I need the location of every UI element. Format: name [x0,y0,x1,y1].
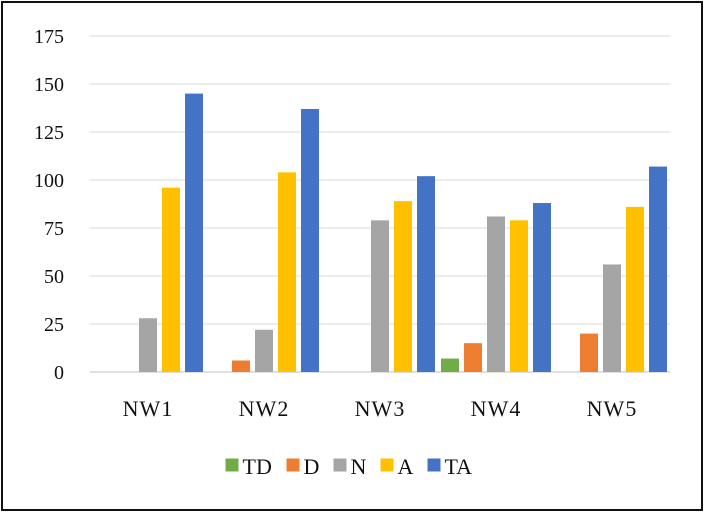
bar-ta-nw1 [185,93,203,372]
legend-swatch-td [225,458,239,472]
legend-label-d: D [304,454,320,479]
x-category-label: NW4 [471,396,522,421]
bar-n-nw1 [139,318,157,372]
bar-d-nw5 [580,333,598,372]
y-tick-label: 25 [44,314,64,336]
y-tick-label: 0 [54,362,64,384]
legend-label-td: TD [243,454,272,479]
legend-label-a: A [398,454,414,479]
x-category-label: NW5 [587,396,638,421]
x-category-label: NW1 [123,396,174,421]
bar-ta-nw5 [649,166,667,372]
y-tick-label: 75 [44,218,64,240]
legend-label-n: N [351,454,367,479]
y-tick-label: 125 [34,122,64,144]
bar-d-nw2 [232,360,250,372]
x-category-label: NW3 [355,396,406,421]
bar-n-nw4 [487,216,505,372]
bar-a-nw3 [394,201,412,372]
y-tick-label: 50 [44,266,64,288]
bar-ta-nw4 [533,203,551,372]
bar-n-nw2 [255,329,273,372]
bar-ta-nw2 [301,108,319,373]
bar-td-nw4 [441,358,459,372]
legend-swatch-ta [427,458,441,472]
bar-a-nw1 [162,187,180,372]
bar-ta-nw3 [417,176,435,372]
legend-swatch-a [380,458,394,472]
bar-a-nw2 [278,172,296,372]
bar-n-nw5 [603,264,621,372]
legend-swatch-n [333,458,347,472]
x-category-label: NW2 [239,396,290,421]
y-tick-label: 150 [34,74,64,96]
y-tick-label: 100 [34,170,64,192]
y-tick-label: 175 [34,26,64,48]
bar-d-nw4 [464,343,482,372]
legend-label-ta: TA [445,454,473,479]
bar-a-nw4 [510,220,528,372]
bar-n-nw3 [371,220,389,372]
legend-swatch-d [286,458,300,472]
bar-a-nw5 [626,206,644,372]
